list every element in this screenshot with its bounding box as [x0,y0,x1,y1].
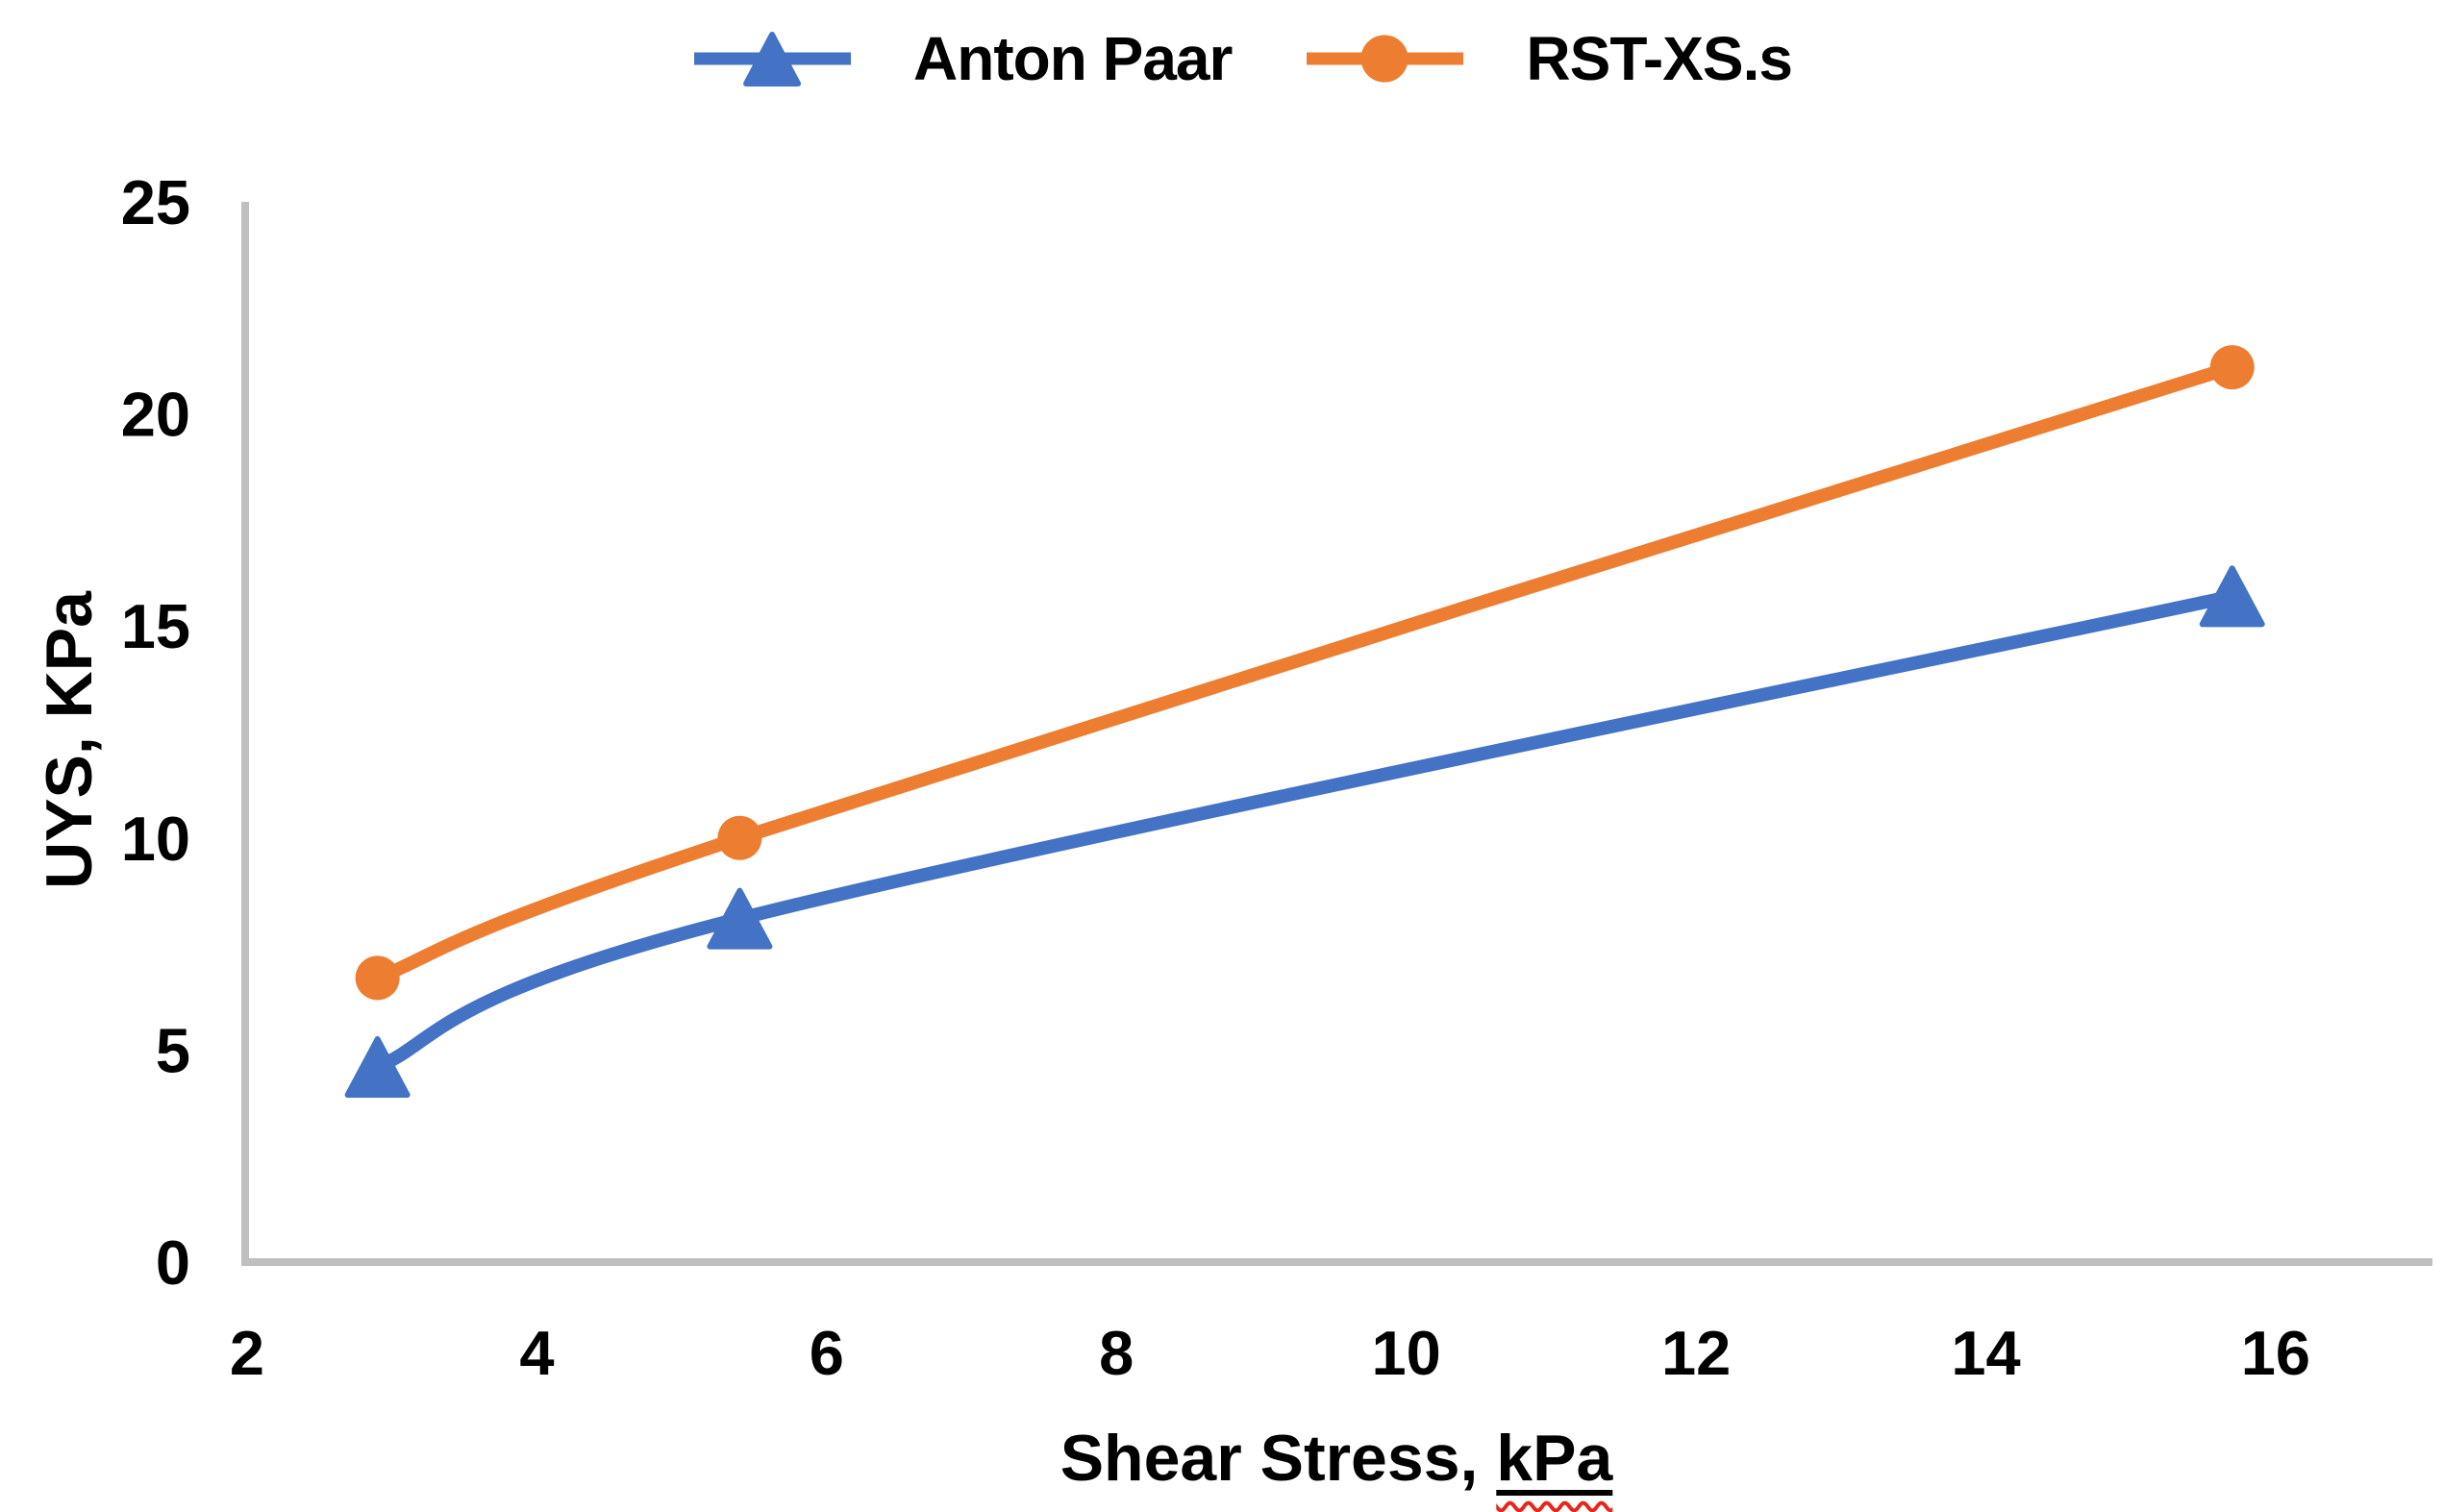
x-axis-title-text: Shear Stress, [1059,1422,1497,1495]
legend-item-rst-xs-s: RST-XS.s [1303,20,1793,97]
legend-marker-circle-icon [1360,35,1408,83]
x-axis-title: Shear Stress, kPa [1060,1421,1613,1496]
legend-label-anton-paar: Anton Paar [913,24,1233,93]
legend-key-rst-xs-s [1307,35,1464,83]
legend-item-anton-paar: Anton Paar [690,20,1233,97]
x-tick-label: 4 [519,1318,554,1388]
legend-marker-triangle-icon [743,32,802,87]
legend-label-rst-xs-s: RST-XS.s [1526,24,1793,93]
data-marker-triangle-icon [707,887,773,950]
x-tick-label: 6 [810,1318,844,1388]
y-tick-label: 5 [156,1015,190,1085]
x-tick-label: 2 [230,1318,264,1388]
data-marker-circle-icon [355,955,400,1001]
y-tick-label: 0 [156,1227,190,1298]
series-line-anton-paar [370,589,2239,1075]
legend-key-anton-paar [694,32,852,87]
data-marker-circle-icon [717,815,762,860]
series-line-rst-xs-s [370,360,2239,985]
x-tick-label: 10 [1372,1318,1441,1388]
y-tick-label: 25 [121,167,190,237]
spellcheck-underline: kPa [1496,1422,1613,1495]
x-tick-label: 14 [1951,1318,2020,1388]
x-tick-label: 12 [1661,1318,1731,1388]
y-tick-label: 10 [121,804,190,874]
x-tick-label: 8 [1099,1318,1134,1388]
y-axis-title: UYS, KPa [33,591,106,889]
y-tick-label: 15 [121,591,190,661]
data-marker-circle-icon [2209,345,2255,390]
legend: Anton Paar RST-XS.s [690,17,1793,100]
data-marker-triangle-icon [2199,565,2265,628]
x-axis-title-unit: kPa [1496,1422,1612,1495]
y-tick-label: 20 [121,380,190,450]
data-marker-triangle-icon [344,1036,411,1099]
x-tick-label: 16 [2241,1318,2310,1388]
